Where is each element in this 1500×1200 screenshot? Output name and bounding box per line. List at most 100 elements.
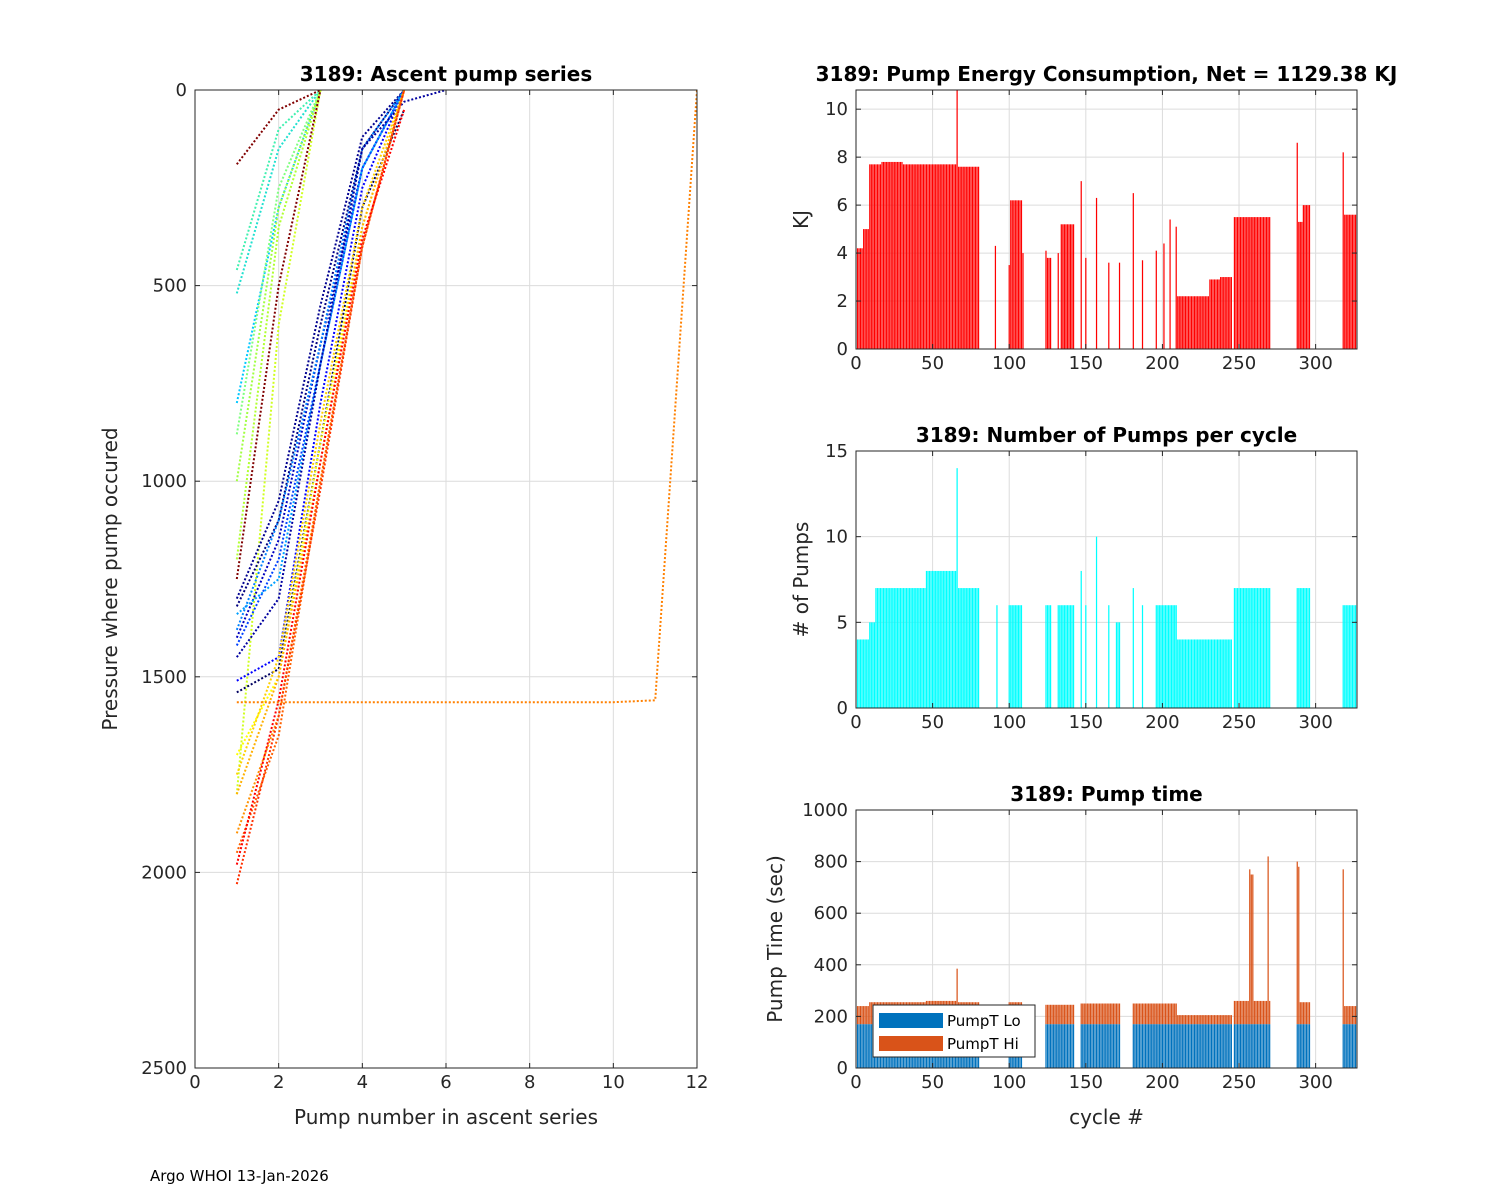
bar-pumpt-lo [1053, 1024, 1055, 1068]
bar-pumpt-hi [1155, 1003, 1157, 1025]
pumps-chart: 0 50 100 150 200 250 300 0 5 10 15 3189: Number of … [789, 423, 1358, 733]
bar-pumps [1059, 605, 1061, 708]
energy-ytick-label: 8 [837, 147, 848, 168]
bar-pumpt-hi [1187, 1015, 1190, 1025]
bar-pumpt-lo [1305, 1024, 1308, 1068]
bar-energy [858, 248, 860, 349]
bar-pumpt-hi [1353, 1006, 1355, 1025]
bar-energy [1063, 224, 1065, 349]
bar-pumps [1183, 639, 1185, 708]
bar-energy [954, 164, 957, 349]
bar-pumpt-hi [1189, 1015, 1191, 1025]
bar-energy [977, 166, 980, 349]
bar-pumps [970, 588, 972, 708]
bar-pumpt-hi [1344, 1006, 1346, 1025]
bar-pumpt-lo [863, 1024, 865, 1068]
bar-pumpt-hi [1134, 1003, 1136, 1025]
bar-energy [873, 164, 875, 349]
ascent-xtick-label: 6 [440, 1072, 451, 1093]
bar-pumps [890, 588, 892, 708]
bar-pumps [1108, 605, 1110, 708]
bar-pumpt-lo [1060, 1024, 1062, 1068]
bar-energy [1258, 217, 1260, 349]
bar-pumpt-lo [1204, 1024, 1206, 1068]
bar-pumps [1069, 605, 1072, 708]
bar-pumpt-lo [1220, 1024, 1222, 1068]
bar-pumps [1250, 588, 1252, 708]
footer-credit: Argo WHOI 13-Jan-2026 [150, 1167, 329, 1185]
bar-pumpt-hi [1224, 1015, 1226, 1025]
bar-pumpt-lo [1105, 1024, 1107, 1068]
series-line-c21 [235, 90, 406, 795]
bar-energy [1203, 296, 1205, 349]
bar-pumps [1262, 588, 1265, 708]
bar-energy [859, 248, 862, 349]
bar-pumpt-hi [1220, 1015, 1222, 1025]
bar-pumps [863, 639, 865, 708]
series-line-c5 [235, 90, 322, 482]
series-line-c26 [236, 90, 697, 704]
bar-pumpt-lo [1108, 1024, 1110, 1068]
bar-energy [1095, 197, 1098, 349]
bar-energy [1180, 296, 1182, 349]
bar-pumpt-hi [856, 1006, 859, 1025]
bar-energy [968, 166, 970, 349]
bar-energy [864, 229, 866, 349]
bar-pumpt-hi [1141, 1003, 1144, 1025]
bar-pumps [935, 570, 937, 708]
bar-pumpt-hi [1057, 1004, 1059, 1025]
bar-pumps [947, 570, 949, 708]
bar-pumps [1207, 639, 1209, 708]
bar-pumps [859, 639, 862, 708]
bar-energy [930, 164, 932, 349]
bar-energy [1344, 214, 1346, 349]
bar-pumps [1255, 588, 1257, 708]
pumptime-xtick-label: 0 [850, 1072, 861, 1093]
bar-pumps [965, 588, 967, 708]
bar-energy [1218, 279, 1220, 349]
bar-pumpt-lo [1209, 1024, 1211, 1068]
bar-pumps [942, 570, 944, 708]
bar-energy [1354, 214, 1357, 349]
bar-pumpt-lo [864, 1024, 866, 1068]
bar-pumps [864, 639, 866, 708]
pumptime-title: 3189: Pump time [1010, 782, 1202, 806]
bar-pumps [1141, 605, 1144, 708]
bar-energy [1236, 217, 1239, 349]
pumps-xtick-label: 100 [992, 712, 1026, 733]
bar-pumps [1013, 605, 1015, 708]
bar-pumpt-hi [1178, 1015, 1180, 1025]
bar-pumps [928, 570, 931, 708]
bar-pumps [1157, 605, 1159, 708]
series-line-c17 [236, 109, 406, 694]
pumps-plot-area [856, 451, 1357, 708]
bar-pumpt-hi [1175, 1003, 1177, 1025]
bar-pumps [1258, 588, 1260, 708]
bar-pumps [889, 588, 891, 708]
bar-energy [1305, 205, 1308, 349]
bar-pumpt-hi [1213, 1015, 1216, 1025]
bar-pumpt-hi [1304, 1002, 1306, 1025]
bar-pumpt-hi [1088, 1003, 1090, 1025]
bar-energy [1048, 257, 1050, 349]
bar-energy [870, 164, 872, 349]
bar-pumpt-lo [1212, 1024, 1214, 1068]
bar-energy [944, 164, 946, 349]
bar-energy [1068, 224, 1070, 349]
bar-energy [1307, 205, 1309, 349]
bar-energy [927, 164, 929, 349]
bar-energy [1213, 279, 1216, 349]
bar-pumpt-lo [1265, 1024, 1268, 1068]
bar-pumpt-lo [1256, 1024, 1259, 1068]
bar-pumpt-hi [1060, 1004, 1062, 1025]
bar-pumpt-lo [1255, 1024, 1257, 1068]
bar-pumpt-lo [1301, 1024, 1303, 1068]
energy-xtick-label: 50 [921, 353, 944, 374]
bar-pumps [1247, 588, 1249, 708]
bar-energy [1022, 253, 1024, 349]
bar-pumpt-hi [1226, 1015, 1228, 1025]
bar-pumpt-hi [1347, 1006, 1349, 1025]
bar-pumps [1195, 639, 1197, 708]
bar-pumpt-hi [1215, 1015, 1217, 1025]
bar-pumpt-hi [1236, 1000, 1239, 1025]
